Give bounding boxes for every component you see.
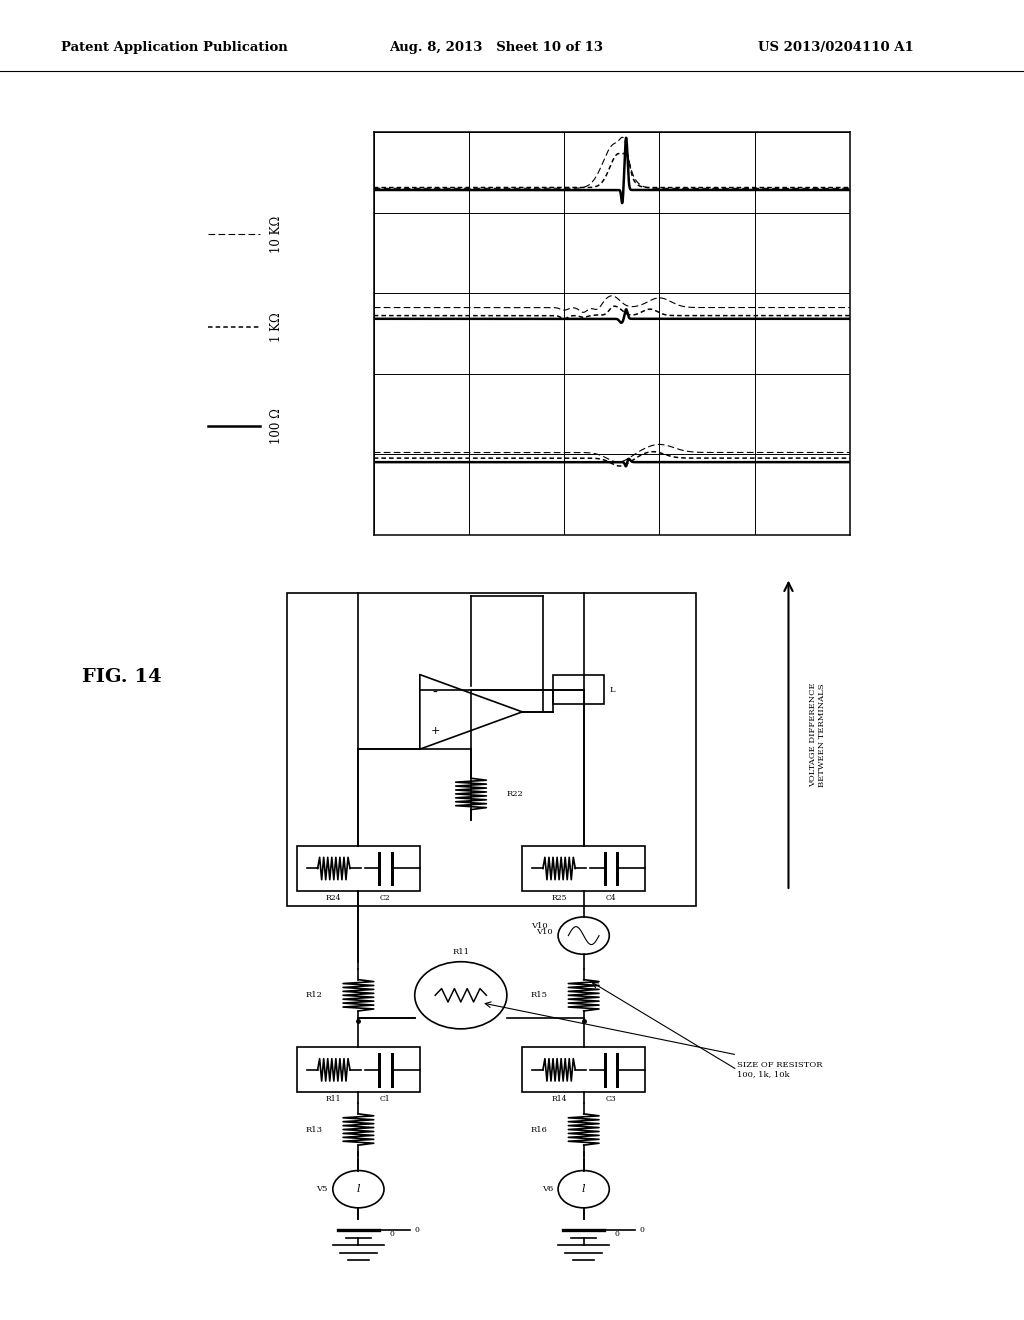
Text: R11: R11 xyxy=(453,948,469,956)
Text: R11: R11 xyxy=(326,1096,342,1104)
Text: -: - xyxy=(433,686,437,700)
Text: R25: R25 xyxy=(551,894,567,902)
Text: R22: R22 xyxy=(507,789,523,797)
Text: 100 Ω: 100 Ω xyxy=(270,408,284,445)
Text: 0: 0 xyxy=(640,1226,645,1234)
Text: V10: V10 xyxy=(531,923,548,931)
Text: l: l xyxy=(582,1184,586,1195)
Text: R13: R13 xyxy=(305,1126,323,1134)
Text: 1 KΩ: 1 KΩ xyxy=(270,313,284,342)
Bar xyxy=(297,1048,420,1092)
Text: C3: C3 xyxy=(605,1096,616,1104)
Text: V5: V5 xyxy=(316,1185,328,1193)
Text: 10 KΩ: 10 KΩ xyxy=(270,215,284,252)
Text: V10: V10 xyxy=(537,928,553,936)
Bar xyxy=(287,593,696,906)
Text: R12: R12 xyxy=(306,991,323,999)
Text: FIG. 14: FIG. 14 xyxy=(82,668,162,686)
Text: +: + xyxy=(430,726,440,735)
Text: R15: R15 xyxy=(530,991,548,999)
Text: R24: R24 xyxy=(326,894,342,902)
Text: Patent Application Publication: Patent Application Publication xyxy=(61,41,288,54)
Text: VOLTAGE DIFFERENCE
BETWEEN TERMINALS: VOLTAGE DIFFERENCE BETWEEN TERMINALS xyxy=(809,682,826,787)
Text: C2: C2 xyxy=(380,894,391,902)
Bar xyxy=(297,846,420,891)
Text: US 2013/0204110 A1: US 2013/0204110 A1 xyxy=(758,41,913,54)
Text: l: l xyxy=(356,1184,360,1195)
Bar xyxy=(522,846,645,891)
Text: R14: R14 xyxy=(551,1096,567,1104)
Text: V6: V6 xyxy=(542,1185,553,1193)
Bar xyxy=(553,675,604,705)
Text: L: L xyxy=(609,685,614,693)
Text: Aug. 8, 2013   Sheet 10 of 13: Aug. 8, 2013 Sheet 10 of 13 xyxy=(389,41,603,54)
Text: SIZE OF RESISTOR
100, 1k, 10k: SIZE OF RESISTOR 100, 1k, 10k xyxy=(737,1061,822,1078)
Text: 0: 0 xyxy=(415,1226,420,1234)
Bar xyxy=(522,1048,645,1092)
Text: 0: 0 xyxy=(389,1230,394,1238)
Text: C1: C1 xyxy=(380,1096,391,1104)
Text: R16: R16 xyxy=(531,1126,548,1134)
Text: 0: 0 xyxy=(614,1230,620,1238)
Text: C4: C4 xyxy=(605,894,616,902)
